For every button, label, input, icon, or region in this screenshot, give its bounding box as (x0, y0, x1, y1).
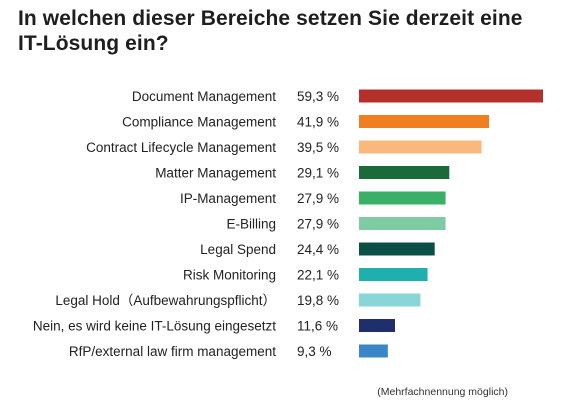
bar (359, 89, 543, 103)
bar (359, 344, 388, 358)
category-label: Document Management (132, 89, 276, 104)
category-label: Risk Monitoring (183, 268, 276, 283)
category-label: Matter Management (155, 166, 276, 181)
value-label: 27,9 % (297, 217, 339, 232)
value-label: 41,9 % (297, 115, 339, 130)
bar (359, 268, 428, 281)
bar (359, 115, 490, 128)
bar (359, 293, 421, 307)
value-label: 27,9 % (297, 191, 339, 206)
chart-title: In welchen dieser Bereiche setzen Sie de… (18, 7, 523, 55)
value-label: 9,3 % (297, 344, 332, 359)
category-label: Legal Spend (200, 242, 276, 257)
category-label: RfP/external law firm management (69, 344, 276, 359)
category-label: E-Billing (226, 217, 276, 232)
category-label: Compliance Management (122, 115, 276, 130)
value-label: 29,1 % (297, 166, 339, 181)
category-label: Legal Hold（Aufbewahrungspflicht） (55, 293, 276, 308)
bar (359, 217, 446, 230)
value-label: 22,1 % (297, 268, 339, 283)
bar (359, 319, 395, 332)
value-label: 59,3 % (297, 89, 339, 104)
value-label: 11,6 % (297, 319, 338, 334)
bar (359, 140, 482, 154)
footnote: (Mehrfachnennung möglich) (377, 386, 508, 398)
bar (359, 242, 435, 256)
bar (359, 191, 446, 205)
value-label: 39,5 % (297, 140, 339, 155)
value-label: 24,4 % (297, 242, 339, 257)
category-label: Contract Lifecycle Management (86, 140, 276, 155)
bar (359, 166, 450, 179)
value-label: 19,8 % (297, 293, 339, 308)
category-label: Nein, es wird keine IT-Lösung eingesetzt (33, 319, 276, 334)
category-label: IP-Management (180, 191, 276, 206)
